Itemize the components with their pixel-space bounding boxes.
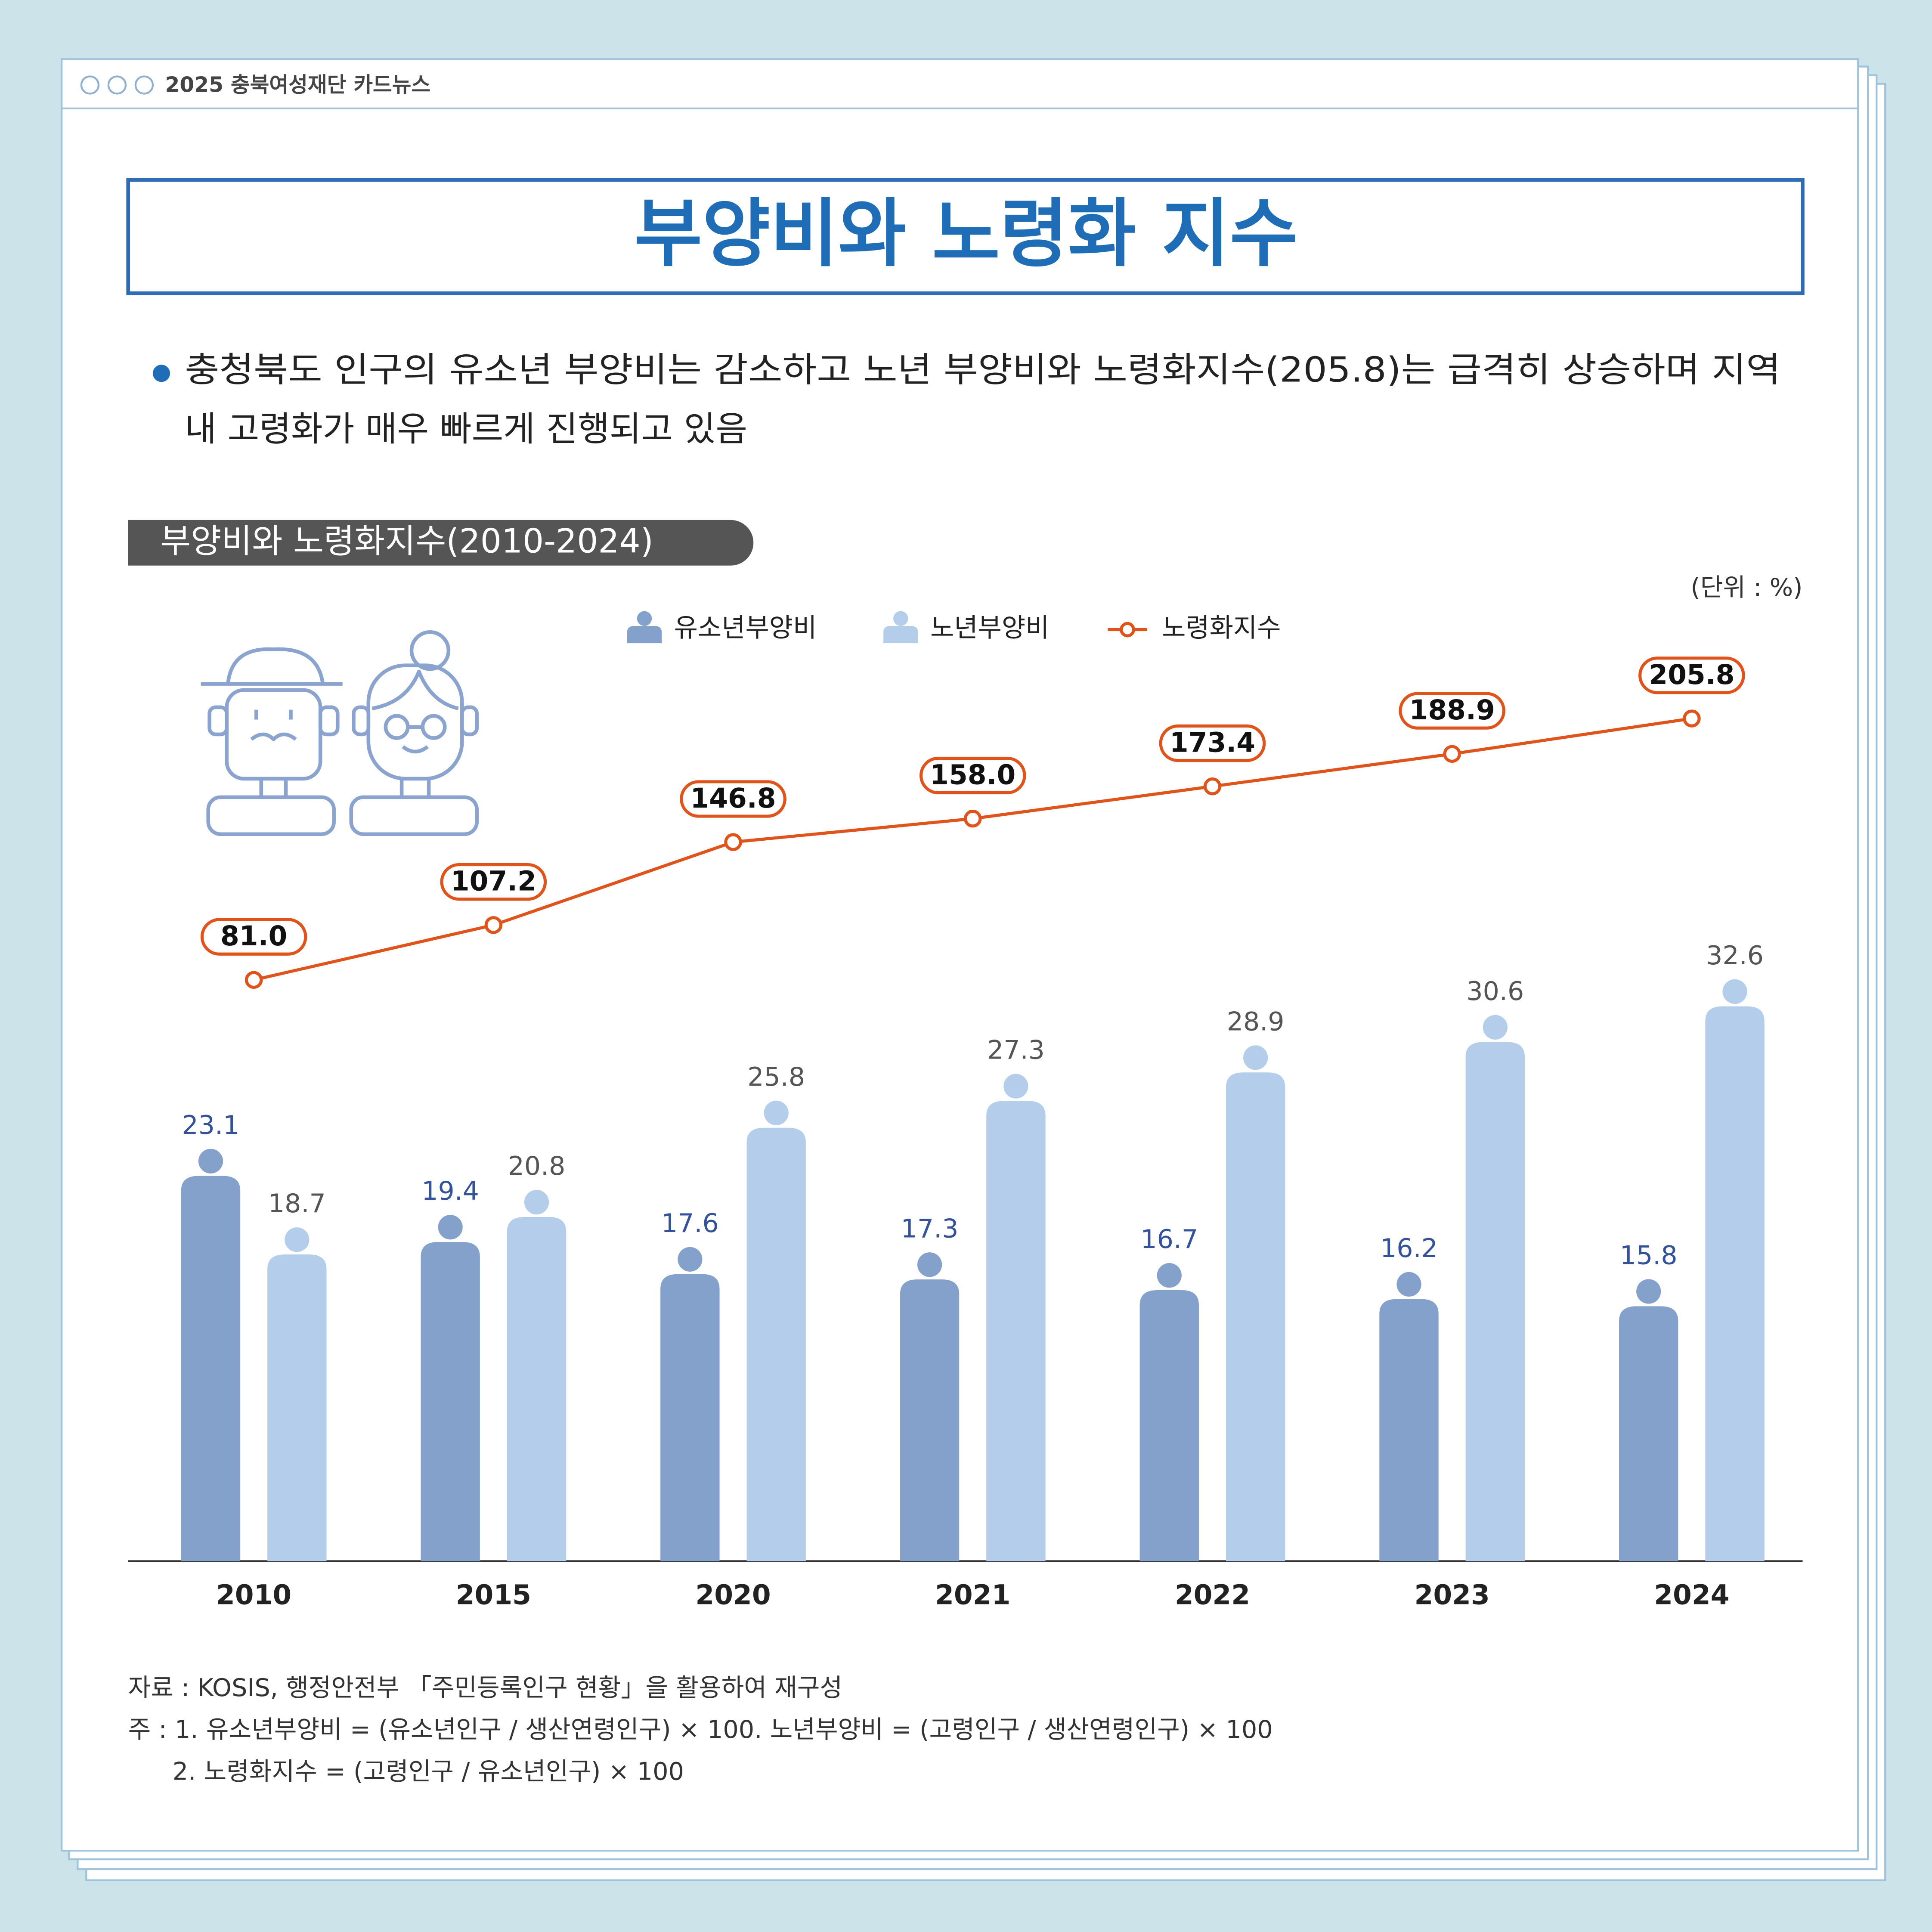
line-point (963, 809, 982, 828)
bullet (152, 365, 170, 382)
illustration (201, 630, 479, 836)
x-tick-label: 2015 (456, 1579, 531, 1611)
line-label-box (1638, 656, 1745, 694)
note: 주 : 1. 유소년부양비 = (유소년인구 / 생산연령인구) × 100. … (128, 1715, 1273, 1744)
bar (1705, 979, 1765, 1561)
legend-icon (1120, 622, 1135, 638)
line-point (1443, 745, 1461, 763)
line-point (1683, 709, 1701, 728)
line-value-label: 188.9 (1409, 694, 1495, 726)
bar-value-label: 23.1 (182, 1110, 240, 1140)
bar (1139, 1263, 1199, 1561)
bar (1465, 1015, 1525, 1561)
line-value-label: 205.8 (1649, 659, 1734, 690)
bar (421, 1215, 480, 1561)
line-label-box (680, 780, 786, 818)
title: 부양비와 노령화 지수 (634, 191, 1297, 277)
window-dot (80, 75, 100, 95)
bar (746, 1100, 806, 1561)
bar (181, 1149, 241, 1561)
bar-value-label: 32.6 (1706, 941, 1764, 971)
bar-value-label: 20.8 (508, 1151, 566, 1181)
legend-label: 유소년부양비 (674, 613, 817, 643)
window-dot (134, 75, 154, 95)
line-point (724, 833, 742, 851)
line-label-box (1159, 724, 1266, 762)
bar-value-label: 15.8 (1620, 1240, 1678, 1270)
line-point (484, 916, 503, 934)
chart-title-tab (128, 520, 754, 566)
legend-icon (627, 611, 662, 644)
bar-value-label: 17.6 (661, 1208, 719, 1238)
bar (660, 1247, 720, 1561)
x-tick-label: 2020 (695, 1579, 771, 1611)
bar (1379, 1272, 1439, 1561)
bar (267, 1227, 327, 1561)
bar-value-label: 18.7 (268, 1189, 326, 1219)
x-tick-label: 2024 (1654, 1579, 1729, 1611)
line-label-box (200, 918, 307, 956)
legend-icon (883, 611, 918, 644)
bar-value-label: 17.3 (901, 1214, 959, 1244)
line-label-box (919, 756, 1026, 795)
x-tick-label: 2022 (1175, 1579, 1250, 1611)
line-value-label: 158.0 (930, 759, 1016, 790)
legend-label: 노령화지수 (1162, 613, 1281, 643)
bar-value-label: 19.4 (421, 1176, 479, 1206)
bar (1226, 1045, 1285, 1561)
line-label-box (1399, 692, 1505, 730)
bar-value-label: 30.6 (1466, 976, 1524, 1006)
line-point (245, 971, 263, 989)
bar-value-label: 25.8 (747, 1062, 805, 1092)
body-text: 내 고령화가 매우 빠르게 진행되고 있음 (185, 409, 747, 449)
line-value-label: 146.8 (690, 783, 776, 814)
note: 자료 : KOSIS, 행정안전부 「주민등록인구 현황」을 활용하여 재구성 (128, 1674, 842, 1702)
body-text: 충청북도 인구의 유소년 부양비는 감소하고 노년 부양비와 노령화지수(205… (185, 350, 1780, 390)
legend-label: 노년부양비 (930, 613, 1049, 643)
bar-value-label: 16.7 (1140, 1224, 1198, 1254)
x-tick-label: 2023 (1415, 1579, 1490, 1611)
bar-value-label: 28.9 (1227, 1006, 1285, 1037)
window-dot (107, 75, 127, 95)
line-value-label: 173.4 (1170, 727, 1255, 759)
bar (900, 1252, 960, 1561)
note: 2. 노령화지수 = (고령인구 / 유소년인구) × 100 (173, 1757, 684, 1786)
bar (986, 1074, 1046, 1561)
line-label-box (440, 863, 547, 901)
line-value-label: 81.0 (220, 920, 287, 952)
bar-value-label: 27.3 (987, 1035, 1045, 1065)
chart-title: 부양비와 노령화지수(2010-2024) (160, 522, 653, 560)
header: 2025 충북여성재단 카드뉴스 (165, 73, 431, 97)
line-point (1203, 777, 1222, 796)
bar (1619, 1279, 1678, 1561)
x-tick-label: 2010 (216, 1579, 291, 1611)
x-tick-label: 2021 (935, 1579, 1010, 1611)
plot: 2010 2015 2020 2021 2022 2023 2024 23.1 19.4 17.6… (128, 611, 1803, 1611)
title-box (126, 178, 1805, 295)
bar (507, 1190, 567, 1561)
unit: (단위 : %) (1690, 573, 1802, 602)
line-value-label: 107.2 (451, 866, 536, 897)
bar-value-label: 16.2 (1380, 1233, 1438, 1263)
